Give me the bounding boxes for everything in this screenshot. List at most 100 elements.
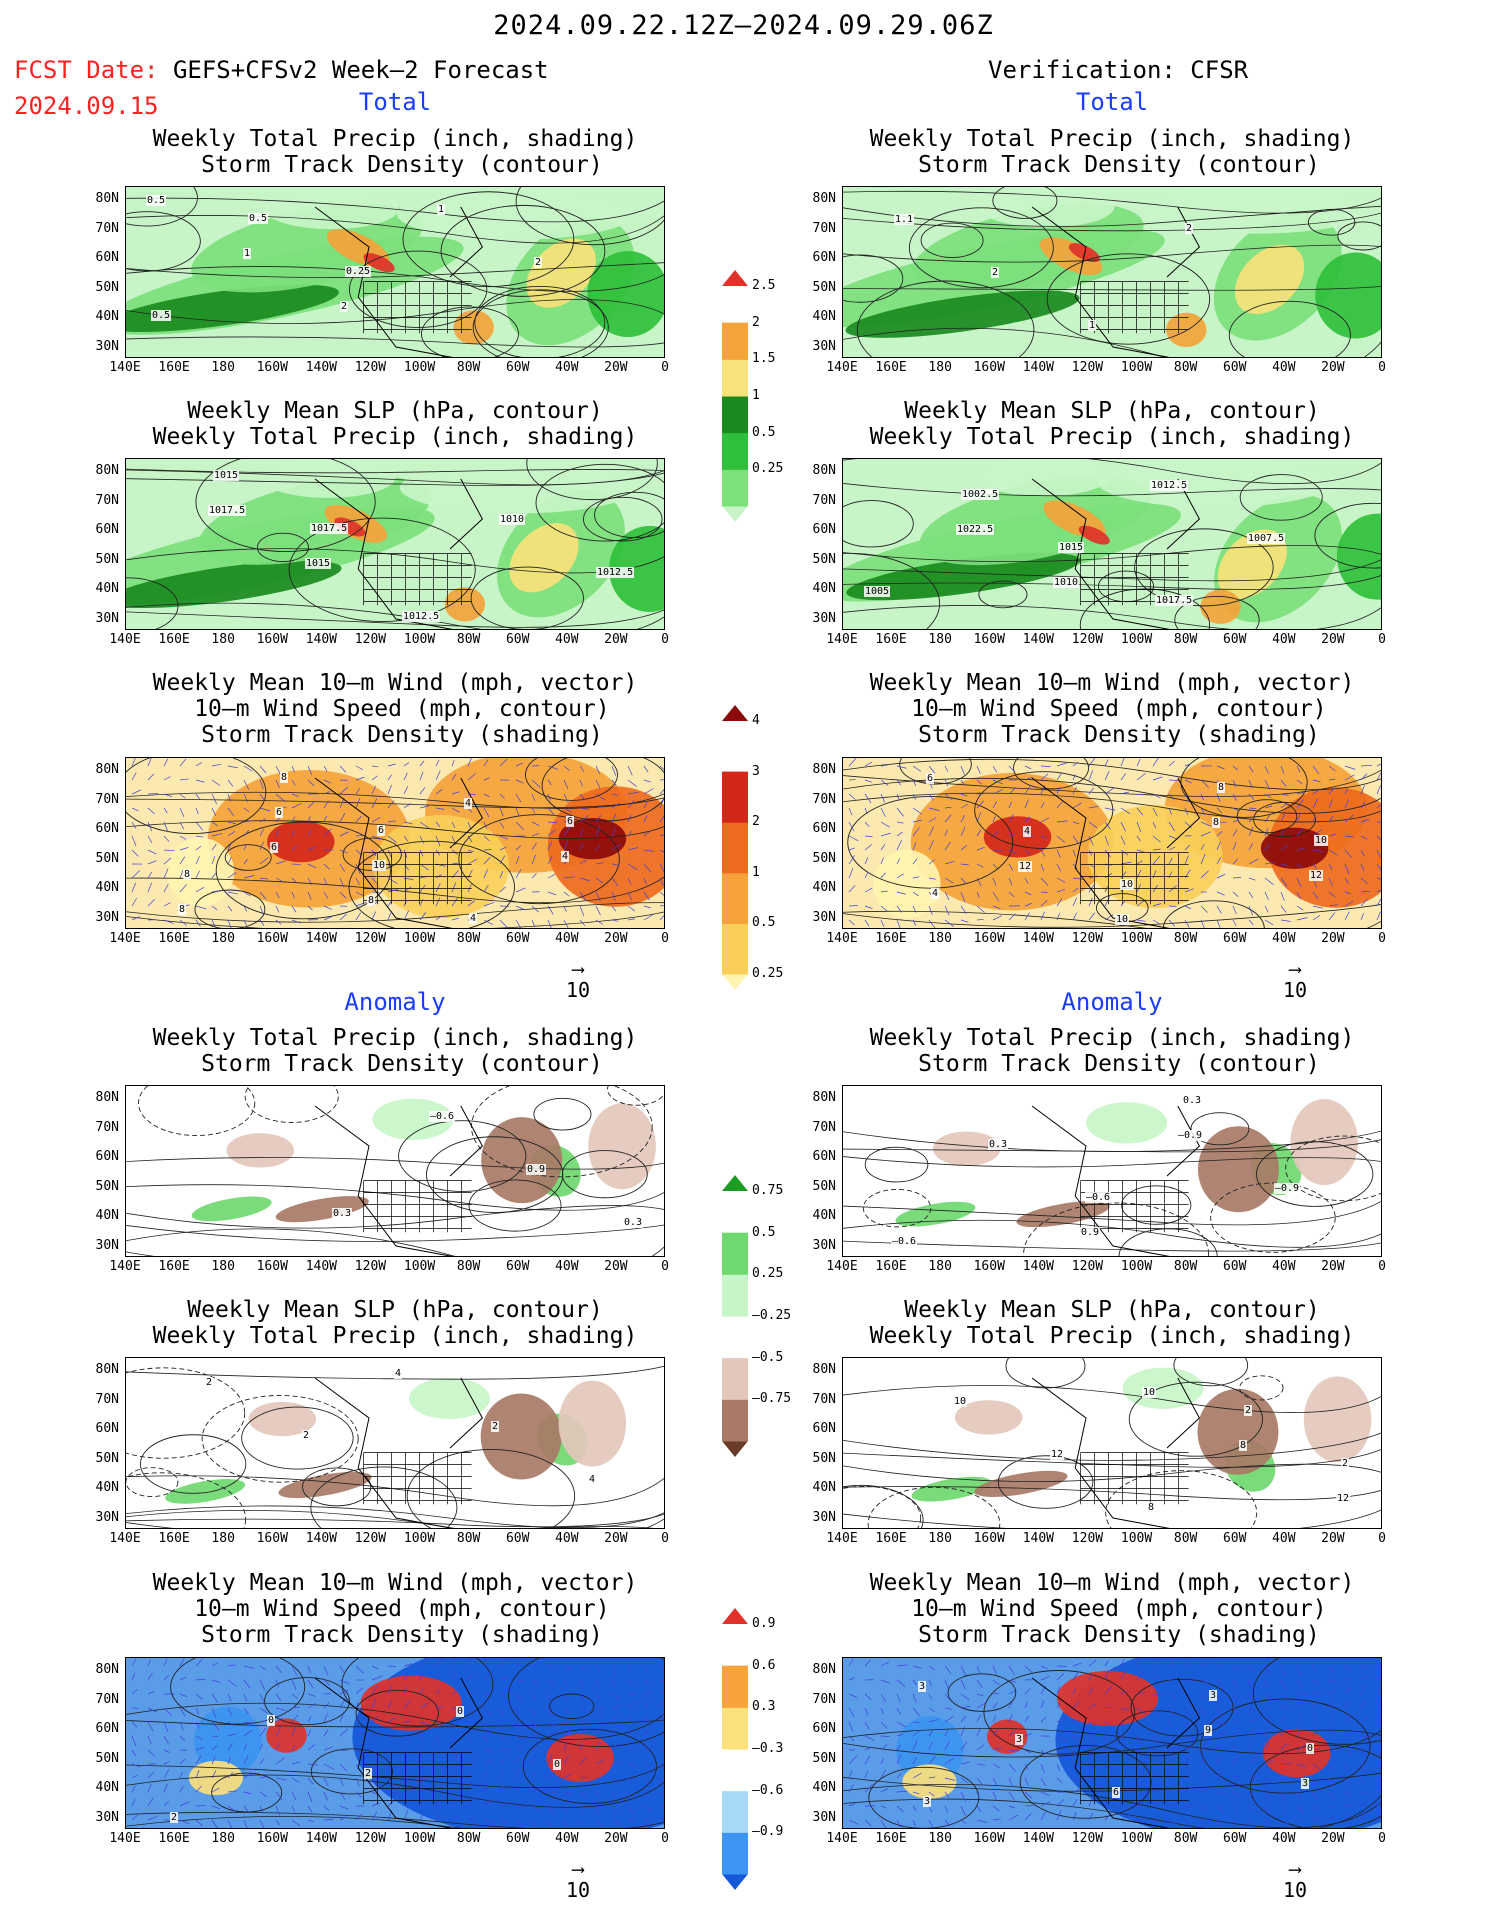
wind-vector: [1264, 1759, 1274, 1765]
shading-region: [481, 1117, 563, 1204]
wind-vector: [960, 1715, 967, 1723]
wind-vector: [419, 805, 429, 809]
lat-tick: 40N: [95, 1780, 119, 1795]
wind-vector: [1152, 835, 1161, 843]
wind-vector: [1280, 1791, 1285, 1801]
wind-vector: [1376, 1749, 1381, 1758]
contour-label: 1: [1088, 320, 1097, 331]
wind-vector: [1072, 887, 1079, 893]
wind-vector: [992, 863, 999, 870]
wind-vector: [163, 821, 169, 832]
lat-tick: 70N: [812, 1391, 836, 1407]
coastline: [314, 1105, 484, 1256]
wind-vector: [1360, 890, 1370, 893]
wind-vector: [371, 765, 379, 768]
lon-tick: 20W: [604, 360, 628, 375]
wind-vector: [1248, 1727, 1255, 1737]
wind-vector: [563, 891, 570, 897]
wind-vector: [563, 839, 569, 851]
lat-tick: 50N: [95, 1178, 119, 1194]
contour-line: [126, 197, 664, 223]
wind-vector: [211, 833, 223, 837]
wind-vector: [147, 899, 155, 907]
wind-vector: [1056, 1735, 1068, 1741]
wind-vector: [880, 890, 889, 893]
wind-vector: [1136, 1707, 1146, 1714]
wind-vector: [1312, 789, 1320, 795]
wind-vector: [483, 759, 489, 767]
wind-vector: [387, 849, 393, 859]
lon-tick: 120W: [354, 931, 387, 946]
lat-tick: 30N: [812, 610, 836, 626]
wind-vector: [163, 1707, 172, 1716]
wind-vector: [595, 1716, 603, 1723]
lon-tick: 80W: [1173, 360, 1198, 375]
wind-vector: [563, 1665, 574, 1670]
wind-vector: [1120, 835, 1126, 845]
wind-vector: [483, 777, 490, 781]
contour-line: [468, 1179, 562, 1232]
map-fc-precip-total: 0.5 1 2 1 2 0.5 0.5 0.25: [125, 186, 665, 358]
wind-vector: [944, 814, 952, 823]
wind-vector: [864, 1707, 869, 1716]
wind-vector: [1296, 848, 1306, 851]
lon-tick: 40W: [1272, 1259, 1296, 1274]
wind-vector: [1216, 1744, 1221, 1751]
wind-vector: [1072, 1662, 1082, 1667]
wind-vector: [1248, 765, 1254, 773]
wind-vector: [1216, 1721, 1227, 1727]
wind-vector: [1088, 1673, 1092, 1681]
wind-vector: [467, 900, 476, 907]
contour-line: [126, 1505, 664, 1528]
lat-tick: 70N: [812, 791, 836, 807]
wind-vector: [912, 1729, 922, 1737]
wind-vector: [1200, 1819, 1205, 1826]
wind-vector: [880, 1707, 884, 1714]
contour-line: [126, 876, 664, 904]
wind-vector: [1184, 855, 1189, 865]
wind-vector: [419, 835, 424, 844]
wind-vector: [1344, 911, 1350, 921]
wind-vector: [131, 1749, 137, 1757]
shading-region: [911, 1476, 992, 1502]
wind-vector: [499, 871, 504, 879]
lon-tick: 140W: [305, 1531, 338, 1546]
wind-vector: [563, 779, 569, 790]
wind-vector: [1056, 820, 1068, 823]
wind-vector: [403, 821, 413, 825]
wind-vector: [371, 1777, 377, 1786]
contour-line: [522, 1728, 657, 1804]
wind-vector: [387, 1763, 392, 1773]
wind-vector: [1360, 818, 1370, 823]
contour-line: [843, 500, 914, 548]
wind-vector: [643, 830, 651, 837]
colorbar-label: 0.5: [752, 915, 776, 931]
wind-vector: [147, 793, 159, 795]
shading-region: [444, 587, 486, 622]
lat-tick: 80N: [812, 191, 836, 206]
wind-vector: [243, 1721, 251, 1724]
wind-vector: [515, 1735, 526, 1740]
wind-vector: [1136, 860, 1143, 865]
wind-vector: [307, 1763, 318, 1766]
wind-vector: [880, 1721, 888, 1729]
wind-vector: [1024, 816, 1031, 823]
wind-vector: [339, 1679, 350, 1685]
lat-tick: 60N: [95, 821, 119, 836]
wind-vector: [1264, 1665, 1271, 1676]
colorbar-track-anom: [722, 1608, 748, 1890]
lon-tick: 180: [211, 1531, 235, 1546]
wind-vector: [880, 807, 886, 817]
wind-vector: [595, 1791, 601, 1799]
wind-vector: [163, 902, 171, 907]
wind-vector: [1088, 770, 1094, 781]
shading-region: [1200, 589, 1241, 624]
lat-tick: 60N: [812, 522, 836, 537]
wind-vector: [1024, 1688, 1031, 1695]
wind-vector: [896, 1772, 902, 1779]
wind-vector: [243, 820, 253, 823]
wind-vector: [275, 891, 280, 899]
wind-vector: [1040, 1777, 1047, 1787]
wind-vector: [243, 829, 250, 837]
lon-tick: 120W: [1071, 1259, 1104, 1274]
